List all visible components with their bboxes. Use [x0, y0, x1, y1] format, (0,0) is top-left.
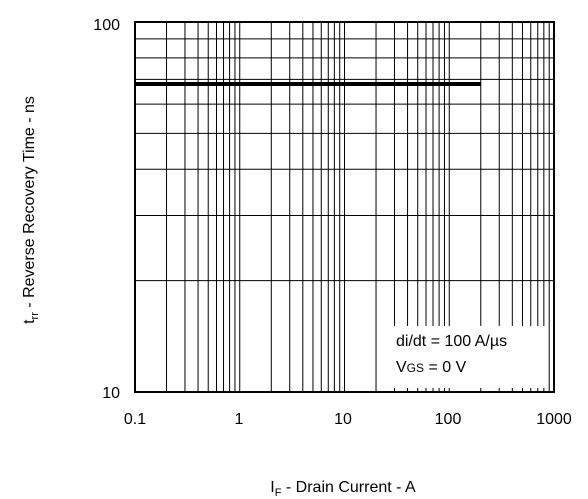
y-axis-label-rest: - Reverse Recovery Time - ns: [21, 96, 38, 312]
plot-frame: [134, 21, 555, 393]
annotation-vgs: VGS = 0 V: [396, 359, 467, 376]
y-axis-label-main: t: [21, 319, 38, 324]
annotation-vgs-main: V: [396, 359, 407, 376]
x-tick-100: 100: [435, 411, 462, 428]
x-axis-label-rest: - Drain Current - A: [281, 479, 416, 496]
annotation-vgs-rest: = 0 V: [424, 359, 467, 376]
annotation-box: [387, 326, 545, 388]
tick-labels: 0.1 1 10 100 1000 10 100: [93, 17, 572, 428]
x-tick-0.1: 0.1: [124, 411, 146, 428]
y-tick-10: 10: [102, 385, 120, 402]
y-tick-100: 100: [93, 17, 120, 34]
y-axis-label: trr - Reverse Recovery Time - ns: [21, 96, 41, 324]
x-axis-label: IF - Drain Current - A: [270, 479, 416, 499]
annotation-vgs-sub: GS: [407, 361, 424, 375]
x-tick-10: 10: [334, 411, 352, 428]
y-axis-label-sub: rr: [29, 312, 41, 320]
x-axis-label-main: I: [270, 479, 274, 496]
x-tick-1: 1: [235, 411, 244, 428]
x-tick-1000: 1000: [536, 411, 572, 428]
x-axis-label-sub: F: [275, 487, 282, 499]
annotation-didt: di/dt = 100 A/µs: [396, 333, 507, 350]
